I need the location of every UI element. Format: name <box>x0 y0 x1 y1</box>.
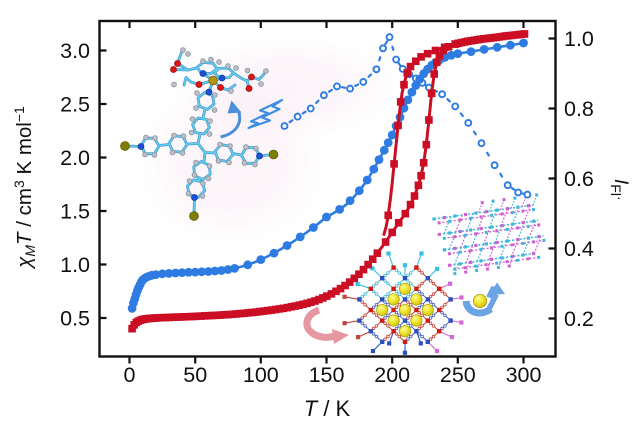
svg-text:200: 200 <box>374 363 410 387</box>
svg-text:0.4: 0.4 <box>564 237 594 261</box>
svg-text:250: 250 <box>440 363 476 387</box>
svg-text:IFl·: IFl· <box>608 179 631 201</box>
svg-text:100: 100 <box>243 363 279 387</box>
svg-text:0.2: 0.2 <box>564 307 594 331</box>
svg-text:0.8: 0.8 <box>564 97 594 121</box>
svg-text:3.0: 3.0 <box>60 39 90 63</box>
svg-text:150: 150 <box>309 363 345 387</box>
svg-text:1.5: 1.5 <box>60 200 90 224</box>
svg-text:2.0: 2.0 <box>60 146 90 170</box>
svg-text:2.5: 2.5 <box>60 93 90 117</box>
svg-text:300: 300 <box>506 363 542 387</box>
svg-text:T / K: T / K <box>304 396 351 421</box>
svg-text:50: 50 <box>183 363 207 387</box>
svg-text:0.6: 0.6 <box>564 167 594 191</box>
svg-text:1.0: 1.0 <box>60 253 90 277</box>
svg-text:1.0: 1.0 <box>564 27 594 51</box>
svg-text:χMT / cm3 K mol−1: χMT / cm3 K mol−1 <box>11 106 38 270</box>
svg-text:0: 0 <box>124 363 136 387</box>
svg-text:0.5: 0.5 <box>60 307 90 331</box>
